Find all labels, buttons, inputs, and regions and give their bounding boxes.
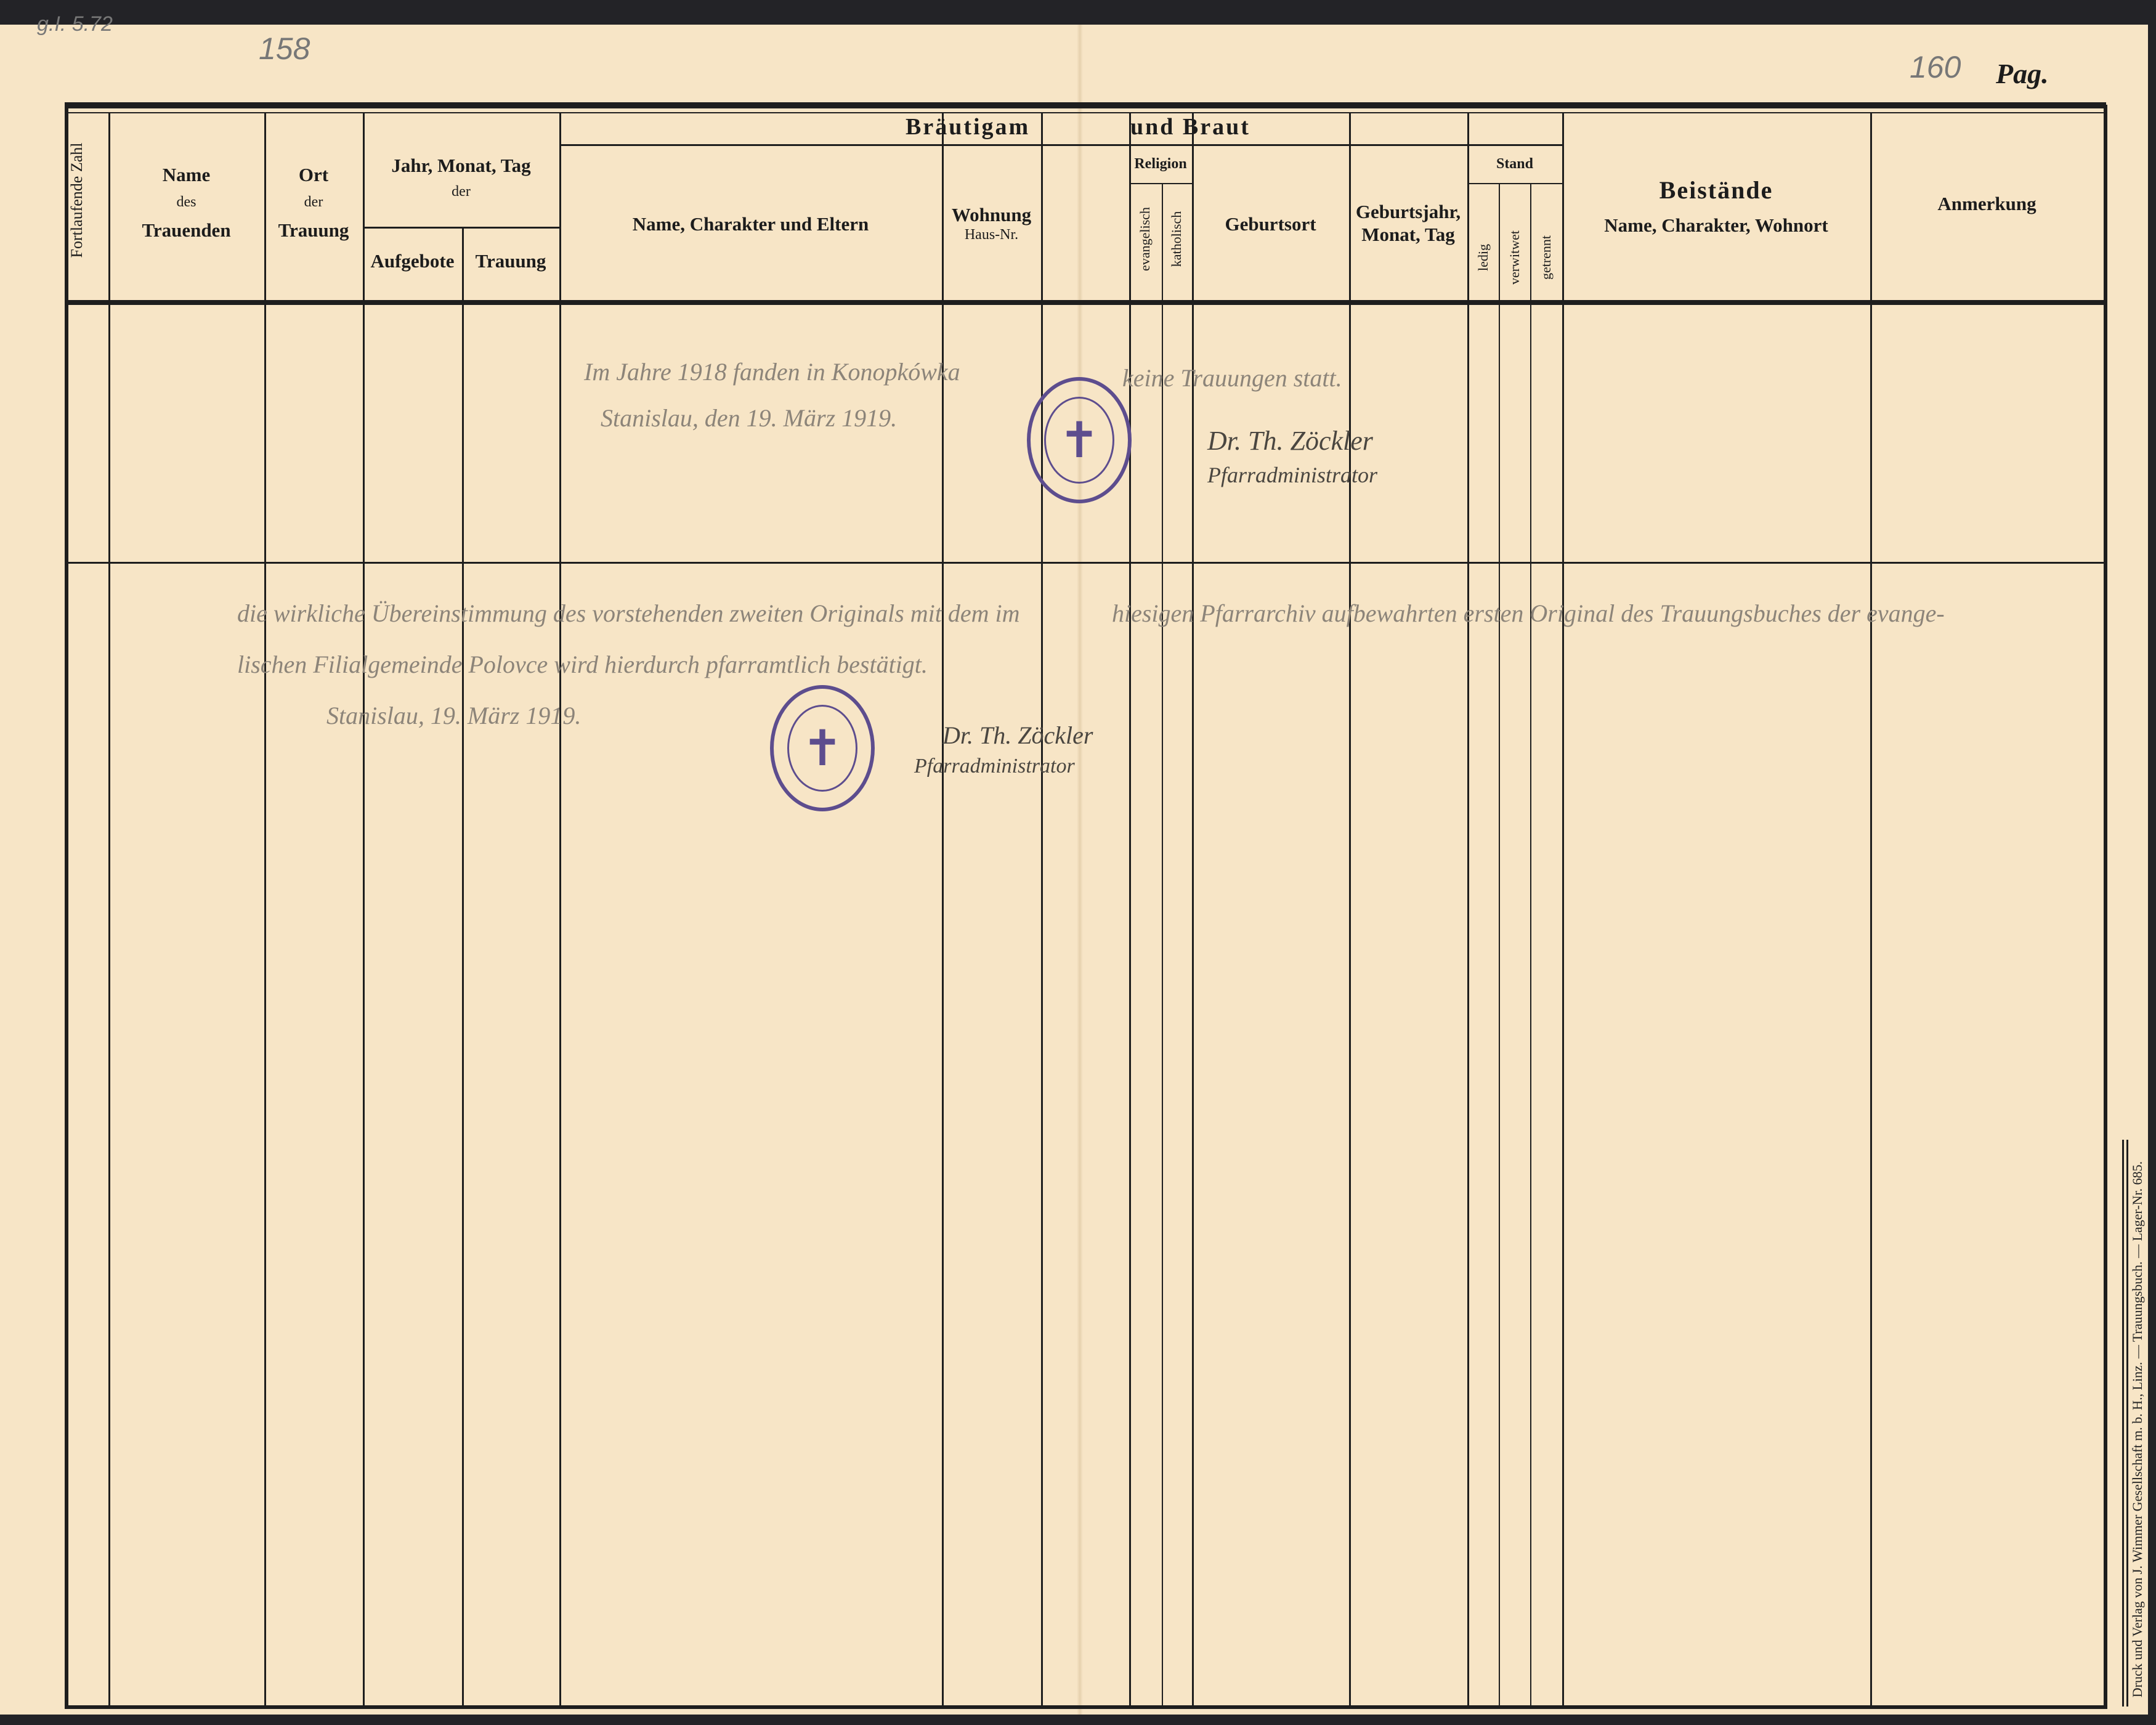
header-beistaende: Beistände Name, Charakter, Wohnort	[1562, 176, 1870, 237]
header-groom-name: Name, Charakter und Eltern	[632, 213, 869, 235]
entry2-date: Stanislau, 19. März 1919.	[326, 702, 582, 729]
entry2-text-right: hiesigen Pfarrarchiv aufbewahrten ersten…	[1112, 599, 1945, 627]
header-wohnung-line2: Haus-Nr.	[964, 227, 1019, 243]
rule-line	[1129, 183, 1192, 184]
rule-line	[264, 112, 266, 1705]
rule-line	[1530, 183, 1531, 1705]
imprint-text: Druck und Verlag von J. Wimmer Gesellsch…	[2130, 1161, 2145, 1698]
header-evangelisch: evangelisch	[1137, 207, 1153, 271]
header-date-line1: Jahr, Monat, Tag	[391, 155, 531, 176]
header-stand: Stand	[1496, 156, 1534, 172]
parish-stamp: ✝	[1027, 377, 1132, 503]
entry1-text-left: Im Jahre 1918 fanden in Konopkówka	[584, 358, 960, 386]
rule-line	[65, 112, 2104, 113]
archive-mark: g.I. 5.72	[37, 12, 113, 36]
register-page	[0, 25, 2148, 1715]
rule-line	[1162, 183, 1163, 1705]
rule-line	[462, 227, 464, 1705]
rule-line	[65, 562, 2104, 564]
rule-line	[65, 300, 2104, 305]
rule-line	[2104, 105, 2107, 1709]
rule-line	[1349, 112, 1351, 1705]
rule-line	[1467, 183, 1562, 184]
header-geburtsjahr-line2: Monat, Tag	[1361, 224, 1455, 246]
header-date-line2: der	[452, 184, 471, 200]
header-geburtsjahr: Geburtsjahr, Monat, Tag	[1349, 200, 1467, 246]
page-number-left: 158	[259, 31, 310, 66]
header-name-line3: Trauenden	[142, 219, 231, 241]
header-beistaende-sub: Name, Charakter, Wohnort	[1604, 214, 1828, 236]
header-wohnung: Wohnung Haus-Nr.	[942, 203, 1041, 244]
cross-icon: ✝	[801, 721, 843, 776]
rule-line	[363, 227, 559, 229]
rule-line	[1499, 183, 1500, 1705]
header-fortlaufende-zahl: Fortlaufende Zahl	[68, 142, 86, 258]
header-ledig: ledig	[1475, 244, 1491, 271]
rule-line	[2126, 1140, 2128, 1707]
rule-line	[1129, 112, 1131, 1705]
header-name-line1: Name	[162, 164, 211, 185]
entry1-signature: Dr. Th. Zöckler	[1207, 426, 1373, 456]
header-ort-line2: der	[304, 194, 323, 211]
rule-line	[2122, 1140, 2124, 1707]
header-getrennt: getrennt	[1538, 235, 1554, 280]
header-ort: Ort der Trauung	[264, 163, 363, 242]
entry1-signature-title: Pfarradministrator	[1207, 463, 1378, 487]
header-ort-line1: Ort	[298, 164, 329, 185]
rule-line	[65, 1705, 2104, 1709]
rule-line	[363, 112, 365, 1705]
header-aufgebote: Aufgebote	[370, 250, 455, 272]
parish-stamp: ✝	[770, 685, 875, 811]
rule-line	[65, 105, 68, 1705]
header-name: Name des Trauenden	[108, 163, 264, 242]
rule-line	[559, 144, 1562, 146]
rule-line	[108, 112, 110, 1705]
page-label: Pag.	[1996, 58, 2049, 89]
header-name-line2: des	[176, 194, 197, 211]
entry2-text-line2: lischen Filialgemeinde Polovce wird hier…	[237, 651, 928, 678]
header-geburtsort: Geburtsort	[1225, 213, 1316, 235]
header-verwitwet: verwitwet	[1507, 230, 1522, 285]
rule-line	[559, 112, 561, 1705]
entry2-signature-title: Pfarradministrator	[914, 755, 1075, 777]
rule-line	[65, 102, 2106, 108]
entry1-text-right: keine Trauungen statt.	[1122, 364, 1342, 392]
rule-line	[942, 112, 944, 1705]
header-und-braut: und Braut	[1130, 114, 1250, 140]
header-date: Jahr, Monat, Tag der	[363, 154, 559, 201]
rule-line	[1467, 112, 1469, 1705]
book-gutter	[1077, 25, 1083, 1715]
header-anmerkung: Anmerkung	[1937, 193, 2036, 214]
rule-line	[1192, 112, 1194, 1705]
entry1-date: Stanislau, den 19. März 1919.	[601, 404, 898, 432]
header-trauung: Trauung	[475, 250, 546, 272]
rule-line	[1041, 112, 1043, 1705]
cross-icon: ✝	[1058, 413, 1100, 468]
header-beistaende-title: Beistände	[1659, 176, 1773, 204]
header-geburtsjahr-line1: Geburtsjahr,	[1355, 201, 1461, 222]
header-ort-line3: Trauung	[278, 219, 349, 241]
header-braeutigam: Bräutigam	[906, 114, 1031, 140]
entry2-text-left: die wirkliche Übereinstimmung des vorste…	[237, 599, 1020, 627]
page-number-right: 160	[1910, 50, 1961, 84]
header-katholisch: katholisch	[1169, 211, 1184, 267]
header-religion: Religion	[1134, 156, 1187, 172]
rule-line	[1562, 112, 1564, 1705]
header-wohnung-line1: Wohnung	[951, 204, 1032, 225]
entry2-signature: Dr. Th. Zöckler	[942, 721, 1093, 749]
rule-line	[1870, 112, 1872, 1705]
